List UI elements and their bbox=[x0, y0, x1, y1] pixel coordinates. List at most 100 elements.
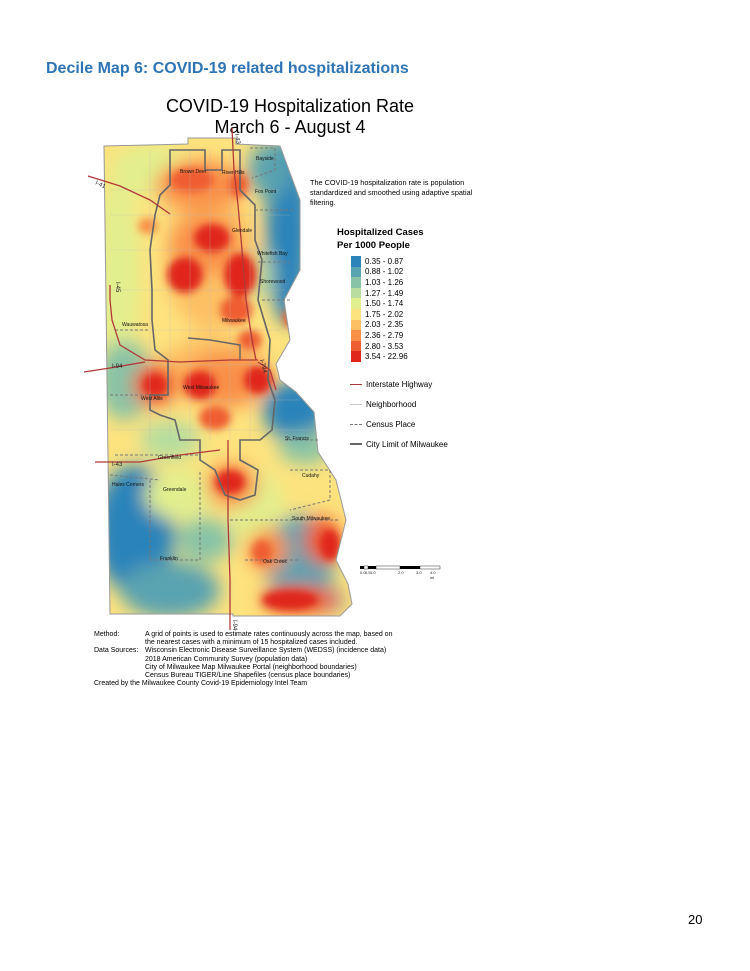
method-text-2: the nearest cases with a minimum of 15 h… bbox=[145, 639, 358, 647]
sources-text-1: Wisconsin Electronic Disease Surveillanc… bbox=[145, 647, 387, 655]
reference-legend-label: Neighborhood bbox=[366, 399, 417, 409]
legend-label: 0.88 - 1.02 bbox=[365, 267, 404, 277]
interstate-label-i41: I-41 bbox=[94, 180, 107, 190]
reference-legend: Interstate Highway Neighborhood Census Pla… bbox=[350, 374, 448, 454]
reference-legend-line bbox=[350, 383, 362, 385]
place-label-bayside: Bayside bbox=[256, 156, 274, 162]
legend-swatch bbox=[351, 277, 361, 288]
legend-title-line2: Per 1000 People bbox=[337, 240, 410, 251]
legend-swatch bbox=[351, 340, 361, 352]
map-title: COVID-19 Hospitalization Rate March 6 - … bbox=[100, 96, 480, 138]
legend-item: 2.36 - 2.79 bbox=[351, 330, 408, 341]
legend-item: 0.35 - 0.87 bbox=[351, 256, 408, 267]
sources-text-2: 2018 American Community Survey (populati… bbox=[145, 655, 308, 663]
legend-item: 2.80 - 3.53 bbox=[351, 340, 408, 352]
place-label-cudahy: Cudahy bbox=[302, 473, 320, 479]
interstate-label-i94: I-94 bbox=[112, 364, 123, 370]
map-title-line2: March 6 - August 4 bbox=[214, 117, 366, 137]
place-label-glendale: Glendale bbox=[232, 228, 252, 234]
legend-swatch bbox=[351, 266, 361, 278]
legend-swatch bbox=[351, 308, 361, 320]
interstate-label-i43-south: I-43 bbox=[112, 462, 123, 468]
method-label: Method: bbox=[94, 631, 120, 638]
place-label-milwaukee: Milwaukee bbox=[222, 318, 246, 324]
legend-item: 0.88 - 1.02 bbox=[351, 266, 408, 278]
legend-item: 1.03 - 1.26 bbox=[351, 277, 408, 288]
map-footnotes: Method: A grid of points is used to esti… bbox=[94, 631, 454, 688]
reference-legend-item: City Limit of Milwaukee bbox=[350, 434, 448, 454]
legend-item: 1.27 - 1.49 bbox=[351, 287, 408, 299]
legend-swatch bbox=[351, 351, 361, 362]
scale-bar-label: 3.0 bbox=[416, 570, 422, 575]
legend-swatch bbox=[351, 298, 361, 309]
place-label-greendale: Greendale bbox=[163, 487, 187, 493]
legend-label: 0.35 - 0.87 bbox=[365, 256, 404, 266]
census-place-lines bbox=[109, 147, 340, 561]
place-label-river-hills: River Hills bbox=[222, 170, 245, 176]
scale-bar bbox=[360, 565, 441, 570]
reference-legend-label: Census Place bbox=[366, 419, 416, 429]
legend-item: 1.75 - 2.02 bbox=[351, 308, 408, 320]
place-label-fox-point: Fox Point bbox=[255, 189, 277, 195]
scale-bar-label: 0.5 bbox=[365, 570, 371, 575]
legend-label: 1.27 - 1.49 bbox=[365, 288, 404, 298]
legend-label: 2.36 - 2.79 bbox=[365, 330, 404, 340]
neighborhood-lines bbox=[110, 150, 310, 440]
legend-item: 1.50 - 1.74 bbox=[351, 298, 408, 309]
method-text-1: A grid of points is used to estimate rat… bbox=[145, 631, 393, 638]
place-label-shorewood: Shorewood bbox=[260, 279, 286, 285]
reference-legend-label: City Limit of Milwaukee bbox=[366, 439, 448, 449]
place-label-oak-creek: Oak Creek bbox=[263, 559, 287, 565]
interstate-highways bbox=[83, 127, 277, 630]
legend-title: Hospitalized Cases Per 1000 People bbox=[337, 226, 424, 252]
sources-row: Data Sources: Wisconsin Electronic Disea… bbox=[94, 647, 454, 655]
reference-legend-item: Interstate Highway bbox=[350, 374, 448, 394]
legend-title-line1: Hospitalized Cases bbox=[337, 227, 424, 238]
place-label-greenfield: Greenfield bbox=[158, 455, 181, 461]
interstate-label-i45: I-45 bbox=[114, 282, 120, 293]
place-label-west-milwaukee: West Milwaukee bbox=[183, 385, 220, 391]
sources-label: Data Sources: bbox=[94, 647, 139, 655]
legend-item: 2.03 - 2.35 bbox=[351, 319, 408, 331]
legend-label: 3.54 - 22.96 bbox=[365, 352, 408, 362]
scale-bar-label: 2.0 bbox=[398, 570, 404, 575]
reference-legend-line bbox=[350, 423, 362, 425]
place-label-whitefish-bay: Whitefish Bay bbox=[257, 251, 288, 257]
created-by: Created by the Milwaukee County Covid-19… bbox=[94, 680, 308, 688]
place-label-franklin: Franklin bbox=[160, 556, 178, 562]
scale-bar-label: 0.0 bbox=[360, 570, 366, 575]
method-row: Method: A grid of points is used to esti… bbox=[94, 631, 454, 639]
legend-label: 1.50 - 1.74 bbox=[365, 299, 404, 309]
legend-label: 2.80 - 3.53 bbox=[365, 341, 404, 351]
legend-swatch bbox=[351, 319, 361, 331]
reference-legend-label: Interstate Highway bbox=[366, 379, 433, 389]
legend-swatch bbox=[351, 256, 361, 267]
place-label-wauwatosa: Wauwatosa bbox=[122, 322, 148, 328]
reference-legend-line bbox=[350, 403, 362, 405]
place-label-south-milwaukee: South Milwaukee bbox=[292, 516, 330, 522]
sources-text-3: City of Milwaukee Map Milwaukee Portal (… bbox=[145, 663, 357, 671]
legend-swatch bbox=[351, 330, 361, 341]
reference-legend-item: Census Place bbox=[350, 414, 448, 434]
legend-label: 2.03 - 2.35 bbox=[365, 320, 404, 330]
page-heading: Decile Map 6: COVID-19 related hospitali… bbox=[46, 60, 409, 77]
place-label-west-allis: West Allis bbox=[141, 396, 163, 402]
reference-legend-item: Neighborhood bbox=[350, 394, 448, 414]
legend-label: 1.03 - 1.26 bbox=[365, 277, 404, 287]
page-number: 20 bbox=[688, 912, 703, 927]
interstate-label-i94-south: I-94 bbox=[231, 620, 237, 631]
reference-legend-line bbox=[350, 443, 362, 445]
legend-label: 1.75 - 2.02 bbox=[365, 309, 404, 319]
scale-bar-label: 4.0 mi bbox=[430, 570, 436, 580]
legend-item: 3.54 - 22.96 bbox=[351, 351, 408, 362]
legend-swatch bbox=[351, 287, 361, 299]
interstate-label-i794: I-794 bbox=[258, 359, 268, 374]
city-limit-outline bbox=[149, 149, 276, 501]
place-label-hales-corners: Hales Corners bbox=[112, 482, 144, 488]
scale-bar-labels: 0.0 0.5 1.0 2.0 3.0 4.0 mi bbox=[360, 570, 440, 580]
sources-text-4: Census Bureau TIGER/Line Shapefiles (cen… bbox=[145, 672, 351, 680]
interstate-label-i43-north: I-43 bbox=[233, 133, 241, 145]
map-title-line1: COVID-19 Hospitalization Rate bbox=[165, 96, 415, 116]
rate-legend: 0.35 - 0.87 0.88 - 1.02 1.03 - 1.26 1.27 - … bbox=[351, 256, 408, 362]
